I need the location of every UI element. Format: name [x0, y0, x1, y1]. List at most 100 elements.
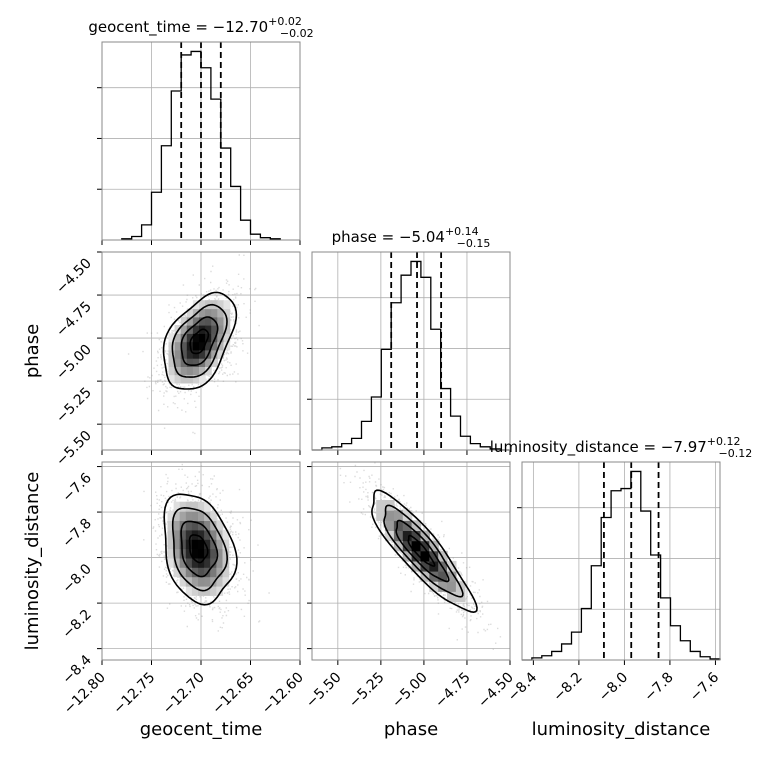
density-cell [210, 539, 217, 550]
density-cell [191, 548, 199, 559]
density-cell [205, 358, 212, 367]
title-main: phase = −5.04 [332, 228, 445, 246]
density-panel-geocent_time-vs-phase [97, 251, 301, 455]
x-axis-label-phase: phase [384, 719, 438, 740]
density-cell [179, 576, 187, 587]
contour-line [188, 534, 209, 564]
density-cell [186, 349, 194, 359]
x-tick-label: −5.50 [303, 670, 345, 712]
density-cell [411, 530, 422, 542]
title-minus: −0.12 [719, 447, 753, 460]
y-tick-label: −4.50 [53, 256, 95, 298]
density-cell [204, 529, 211, 540]
density-cell [198, 520, 205, 531]
density-cell [210, 576, 217, 587]
contour-line [180, 520, 219, 578]
density-cell [173, 548, 181, 559]
density-cell [185, 511, 193, 521]
density-cell [167, 511, 175, 521]
x-tick-label: −12.75 [110, 670, 158, 718]
density-cell [186, 358, 194, 367]
density-cell [180, 366, 188, 376]
panel-title-geocent_time: geocent_time = −12.70+0.02 −0.02 [88, 15, 313, 40]
density-cell [429, 550, 439, 562]
x-tick-label: −7.6 [687, 669, 722, 704]
y-tick-label: −5.50 [53, 428, 95, 470]
density-cell [180, 341, 188, 351]
density-cell [216, 520, 224, 531]
density-cell [180, 325, 188, 334]
density-frame-geocent_time-vs-phase [101, 251, 301, 451]
contour-line [171, 506, 229, 592]
density-cell [216, 539, 224, 550]
density-cell [210, 585, 217, 596]
density-cell [192, 349, 200, 359]
density-cell [204, 539, 211, 550]
density-cell [192, 366, 200, 376]
contour-line [189, 328, 210, 355]
contour-line [383, 504, 464, 598]
density-cell [168, 358, 176, 367]
density-cell [199, 349, 206, 359]
density-cell [173, 501, 181, 512]
density-cell [385, 510, 395, 521]
density-panel-phase-vs-luminosity_distance [307, 462, 511, 665]
contour-line [171, 303, 228, 378]
y-axis-label-luminosity_distance: luminosity_distance [22, 472, 43, 651]
density-cell [447, 571, 457, 582]
density-cell [179, 557, 187, 568]
y-tick-label: −8.2 [59, 607, 94, 642]
density-cell [198, 576, 205, 587]
density-cell [191, 567, 199, 578]
title-plus: +0.14 [445, 225, 479, 238]
density-cell [192, 300, 200, 310]
density-cell [205, 308, 212, 318]
density-cell [192, 358, 200, 367]
density-cell [217, 316, 224, 326]
density-cell [179, 567, 187, 578]
density-cell [168, 333, 176, 343]
density-cell [420, 550, 430, 562]
x-tick-label: −5.25 [346, 670, 388, 712]
density-cell [185, 520, 193, 531]
density-cell [205, 341, 212, 351]
density-cell [211, 358, 218, 367]
y-tick-label: −5.25 [53, 385, 95, 427]
density-cell [199, 374, 206, 384]
density-cell [174, 374, 182, 384]
density-cell [198, 501, 205, 512]
density-cell [191, 539, 199, 550]
density-cell [186, 316, 194, 326]
density-cell [210, 548, 217, 559]
density-cell [179, 529, 187, 540]
title-minus: −0.15 [457, 237, 491, 250]
density-cell [199, 333, 206, 343]
density-cell [167, 529, 175, 540]
density-cell [173, 529, 181, 540]
contour-line [180, 316, 219, 366]
density-cell [420, 530, 430, 542]
density-cell [438, 571, 448, 582]
density-cell [167, 539, 175, 550]
density-cell [393, 510, 404, 521]
x-tick-label: −12.65 [209, 670, 257, 718]
density-cell [205, 366, 212, 376]
density-cell [191, 576, 199, 587]
x-tick-label: −8.2 [550, 670, 585, 705]
density-cell [210, 567, 217, 578]
density-cell [173, 557, 181, 568]
density-cell [186, 366, 194, 376]
panel-title-luminosity_distance: luminosity_distance = −7.97+0.12 −0.12 [490, 435, 752, 460]
density-cell [420, 540, 430, 552]
density-cell [447, 560, 457, 572]
density-cell [438, 581, 448, 592]
density-cell [211, 349, 218, 359]
density-cell [222, 539, 230, 550]
x-axis-geocent_time: −12.80 −12.75 −12.70 −12.65 −12.60geocent_ti… [61, 670, 307, 740]
density-cell [198, 529, 205, 540]
density-cell [222, 567, 230, 578]
histogram-step-line [522, 470, 721, 661]
density-cell [185, 557, 193, 568]
density-cell [217, 325, 224, 334]
